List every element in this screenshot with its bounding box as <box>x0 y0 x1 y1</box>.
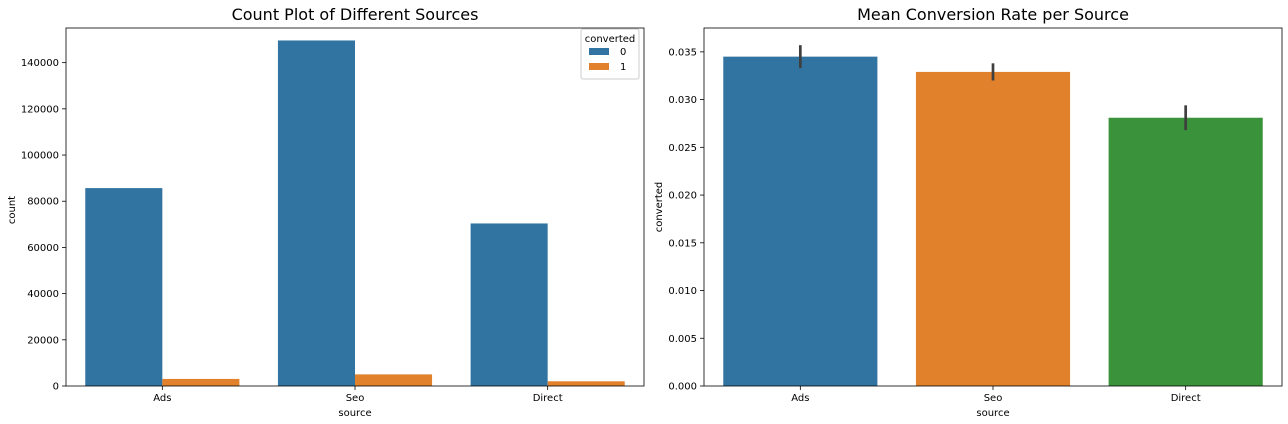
y-tick-label: 0.025 <box>668 143 697 154</box>
x-tick-label: Seo <box>984 393 1003 404</box>
chart-title: Mean Conversion Rate per Source <box>857 5 1129 24</box>
y-tick-label: 120000 <box>21 104 59 115</box>
bars-group <box>85 40 625 386</box>
y-tick-label: 0.010 <box>668 286 697 297</box>
x-tick-label: Seo <box>346 393 365 404</box>
bar <box>547 381 625 386</box>
y-tick-label: 0.030 <box>668 95 697 106</box>
x-tick-label: Direct <box>1171 393 1201 404</box>
x-tick-label: Direct <box>533 393 563 404</box>
legend-swatch <box>589 48 609 55</box>
y-axis-label: count <box>7 196 18 224</box>
legend: converted 01 <box>580 28 640 80</box>
y-tick-label: 40000 <box>27 289 59 300</box>
y-tick-label: 0.020 <box>668 191 697 202</box>
bar <box>85 188 163 386</box>
x-tick-label: Ads <box>791 393 809 404</box>
plot-frame <box>65 27 645 387</box>
y-tick-label: 0 <box>53 382 59 393</box>
legend-swatch <box>589 63 609 70</box>
x-tick-label: Ads <box>153 393 171 404</box>
legend-label: 1 <box>620 62 626 73</box>
x-axis-label: source <box>338 408 371 419</box>
y-tick-label: 0.015 <box>668 238 697 249</box>
bars-group <box>723 45 1263 386</box>
y-ticks: 0.000 0.005 0.010 0.015 0.020 0.025 0.030 0.035 <box>668 47 704 393</box>
y-tick-label: 20000 <box>27 335 59 346</box>
bar <box>355 374 433 386</box>
bar <box>277 40 355 386</box>
bar <box>1108 117 1263 386</box>
y-tick-label: 100000 <box>21 151 59 162</box>
x-axis-label: source <box>976 408 1009 419</box>
legend-label: 0 <box>620 47 626 58</box>
x-ticks: Ads Seo Direct <box>153 386 563 404</box>
y-ticks: 0 20000 40000 60000 80000 100000 120000 140000 <box>21 58 66 393</box>
y-tick-label: 0.005 <box>668 334 697 345</box>
bar <box>723 56 878 386</box>
y-tick-label: 60000 <box>27 243 59 254</box>
y-tick-label: 80000 <box>27 197 59 208</box>
y-tick-label: 0.035 <box>668 47 697 58</box>
chart-title: Count Plot of Different Sources <box>232 5 479 24</box>
y-axis-label: converted <box>654 182 665 233</box>
bar <box>162 378 240 386</box>
legend-items: 01 <box>589 47 626 73</box>
bar <box>470 223 548 386</box>
x-ticks: Ads Seo Direct <box>791 386 1201 404</box>
y-tick-label: 140000 <box>21 58 59 69</box>
plot-frame <box>703 27 1283 387</box>
legend-title: converted <box>585 34 636 45</box>
count-plot-chart: Count Plot of Different Sources source c… <box>7 5 645 419</box>
mean-conversion-chart: Mean Conversion Rate per Source source c… <box>654 5 1283 419</box>
bar <box>915 71 1071 386</box>
y-tick-label: 0.000 <box>668 382 697 393</box>
